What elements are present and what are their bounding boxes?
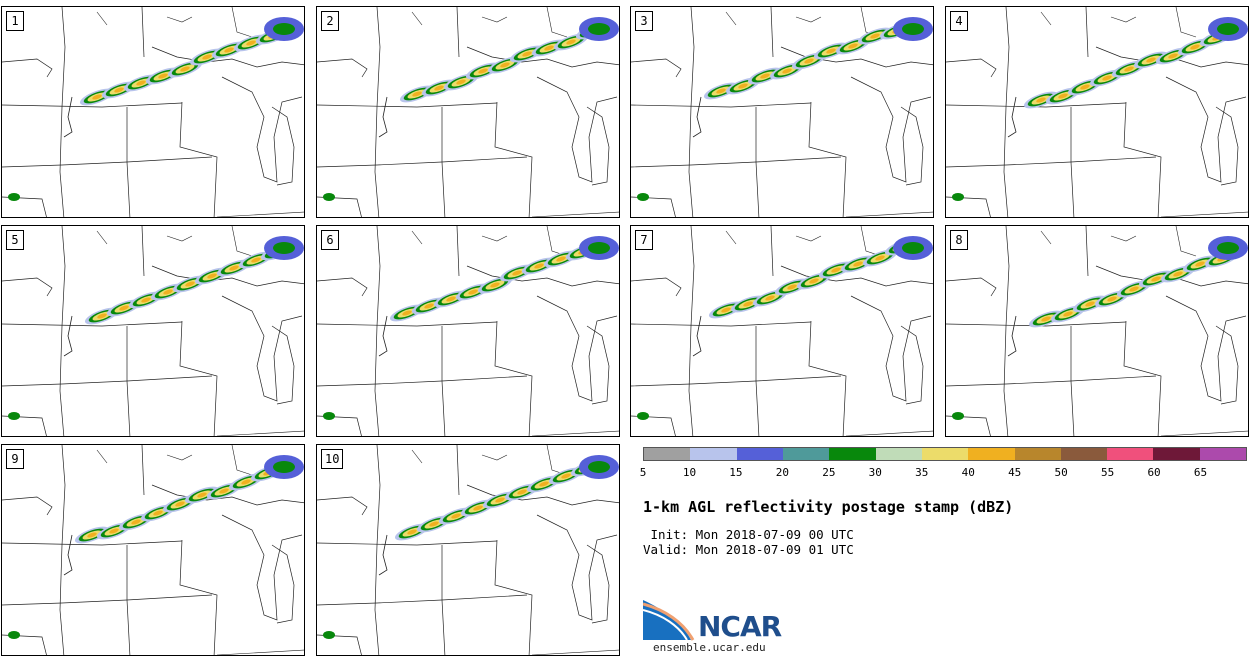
plot-title: 1-km AGL reflectivity postage stamp (dBZ… [643,498,1014,516]
ensemble-member-panel: 3 [630,6,934,218]
colorbar-ticks: 5 10 15 20 25 30 35 40 45 50 55 60 65 [639,466,1247,480]
reflectivity-map [317,226,619,436]
member-label: 10 [321,449,344,469]
colorbar-segment [644,448,691,460]
ensemble-member-panel: 4 [945,6,1249,218]
colorbar-tick-label: 45 [1008,466,1022,479]
ensemble-member-panel: 9 [1,444,305,656]
colorbar-segment [1060,448,1108,460]
reflectivity-map [631,7,933,217]
member-label: 9 [6,449,24,469]
member-label: 5 [6,230,24,250]
colorbar-segment [736,448,783,460]
colorbar-tick-label: 10 [682,466,697,479]
colorbar-segment [875,448,922,460]
ensemble-url: ensemble.ucar.edu [653,641,766,654]
member-label: 1 [6,11,24,31]
ensemble-member-panel: 5 [1,225,305,437]
reflectivity-map [631,226,933,436]
member-label: 3 [635,11,653,31]
ensemble-member-panel: 2 [316,6,620,218]
member-label: 8 [950,230,968,250]
colorbar-tick-label: 30 [868,466,882,479]
ensemble-member-panel: 10 [316,444,620,656]
colorbar-segment [1199,448,1247,460]
reflectivity-map [2,226,304,436]
colorbar-tick-label: 55 [1100,466,1115,479]
ncar-logo-icon [643,600,695,641]
reflectivity-map [317,7,619,217]
ensemble-member-panel: 7 [630,225,934,437]
colorbar-segment [968,448,1015,460]
member-label: 4 [950,11,968,31]
reflectivity-map [317,445,619,655]
member-label: 2 [321,11,339,31]
member-label: 7 [635,230,653,250]
ensemble-member-panel: 6 [316,225,620,437]
colorbar-tick-label: 65 [1193,466,1208,479]
colorbar-tick-label: 5 [639,466,647,479]
ensemble-member-panel: 1 [1,6,305,218]
reflectivity-map [2,7,304,217]
colorbar-segment [921,448,969,460]
member-label: 6 [321,230,339,250]
colorbar-segment [829,448,876,460]
reflectivity-colorbar [643,447,1247,461]
colorbar-tick-label: 20 [775,466,789,479]
colorbar-segment [1153,448,1200,460]
colorbar-tick-label: 60 [1147,466,1161,479]
colorbar-tick-label: 50 [1054,466,1068,479]
ensemble-member-panel: 8 [945,225,1249,437]
reflectivity-map [2,445,304,655]
ncar-logo-text: NCAR [698,610,782,643]
colorbar-tick-label: 25 [822,466,836,479]
colorbar-segment [1107,448,1154,460]
colorbar-tick-label: 40 [961,466,975,479]
reflectivity-map [946,7,1248,217]
colorbar-segment [782,448,830,460]
reflectivity-map [946,226,1248,436]
colorbar-segment [1014,448,1061,460]
init-time: Init: Mon 2018-07-09 00 UTC [643,527,854,542]
colorbar-segment [690,448,737,460]
valid-time: Valid: Mon 2018-07-09 01 UTC [643,542,854,557]
colorbar-tick-label: 35 [915,466,929,479]
colorbar-tick-label: 15 [729,466,743,479]
